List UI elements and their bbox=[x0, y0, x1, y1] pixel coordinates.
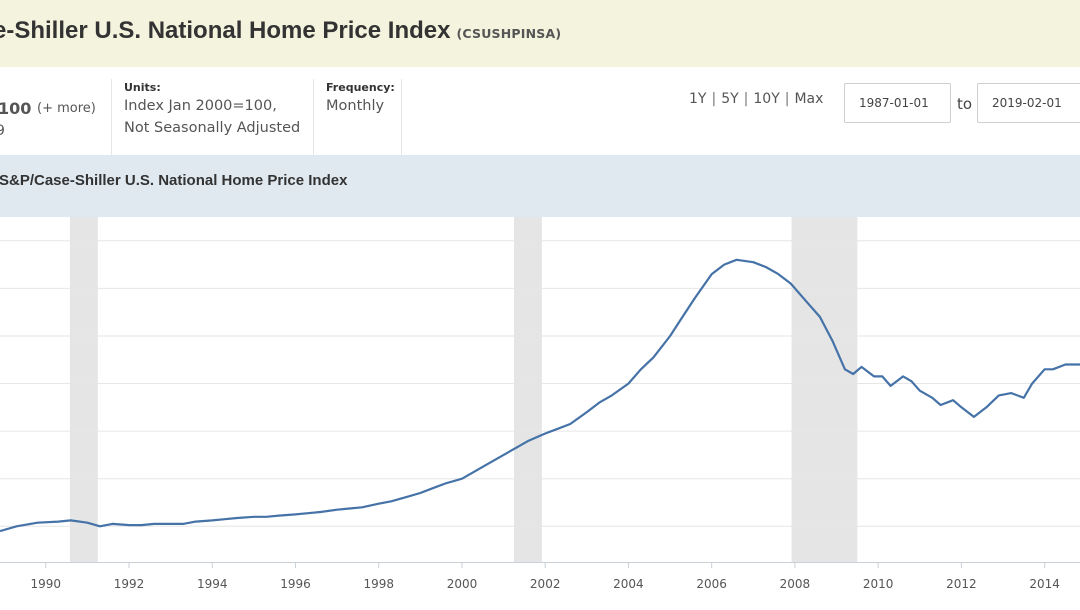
separator: | bbox=[784, 91, 790, 107]
page-title-text: e-Shiller U.S. National Home Price Index bbox=[0, 17, 451, 44]
chart-header: S&P/Case-Shiller U.S. National Home Pric… bbox=[0, 155, 1080, 217]
frequency-label: Frequency: bbox=[326, 81, 395, 94]
separator: | bbox=[743, 91, 749, 107]
range-1y-link[interactable]: 1Y bbox=[689, 91, 707, 107]
x-tick-label: 2004 bbox=[613, 577, 644, 591]
x-tick-label: 2000 bbox=[447, 577, 478, 591]
separator: | bbox=[711, 91, 717, 107]
frequency-value: Monthly bbox=[326, 98, 385, 114]
x-tick-label: 2006 bbox=[696, 577, 727, 591]
line-chart[interactable]: 1990 1992 1994 1996 1998 2000 2002 2004 2006 2008… bbox=[0, 217, 1080, 606]
range-links: 1Y | 5Y | 10Y | Max bbox=[689, 91, 823, 107]
series-id: (CSUSHPINSA) bbox=[456, 26, 562, 41]
x-tick-label: 2008 bbox=[780, 577, 811, 591]
x-tick-label: 2012 bbox=[946, 577, 977, 591]
page-title: e-Shiller U.S. National Home Price Index… bbox=[0, 17, 561, 45]
divider bbox=[111, 79, 112, 155]
x-tick-label: 2002 bbox=[530, 577, 561, 591]
units-line-2: Not Seasonally Adjusted bbox=[124, 120, 301, 136]
x-tick-label: 1998 bbox=[363, 577, 394, 591]
units-line-1: Index Jan 2000=100, bbox=[124, 98, 277, 114]
chart-title: S&P/Case-Shiller U.S. National Home Pric… bbox=[0, 172, 348, 189]
divider bbox=[401, 79, 402, 155]
units-label: Units: bbox=[124, 81, 161, 94]
recession-shading bbox=[69, 217, 98, 562]
range-10y-link[interactable]: 10Y bbox=[753, 91, 780, 107]
observation-date: 9 bbox=[0, 123, 5, 139]
divider bbox=[313, 79, 314, 155]
more-observations-link[interactable]: (+ more) bbox=[37, 101, 96, 116]
info-row: 100 (+ more) 9 Units: Index Jan 2000=100… bbox=[0, 67, 1080, 155]
recession-shading bbox=[513, 217, 542, 562]
to-label: to bbox=[957, 95, 973, 113]
x-tick-label: 1994 bbox=[197, 577, 228, 591]
observation-value: 100 bbox=[0, 99, 32, 118]
x-tick-label: 2014 bbox=[1029, 577, 1060, 591]
series-line[interactable] bbox=[0, 258, 1080, 533]
chart-area: 1990 1992 1994 1996 1998 2000 2002 2004 2006 2008… bbox=[0, 217, 1080, 606]
x-tick-label: 2010 bbox=[863, 577, 894, 591]
start-date-input[interactable] bbox=[844, 83, 951, 123]
x-tick-label: 1996 bbox=[280, 577, 311, 591]
range-max-link[interactable]: Max bbox=[794, 91, 824, 107]
end-date-input[interactable] bbox=[977, 83, 1080, 123]
x-tick-label: 1990 bbox=[31, 577, 62, 591]
range-5y-link[interactable]: 5Y bbox=[721, 91, 739, 107]
title-bar: e-Shiller U.S. National Home Price Index… bbox=[0, 0, 1080, 67]
x-tick-label: 1992 bbox=[114, 577, 145, 591]
recession-shading bbox=[791, 217, 858, 562]
